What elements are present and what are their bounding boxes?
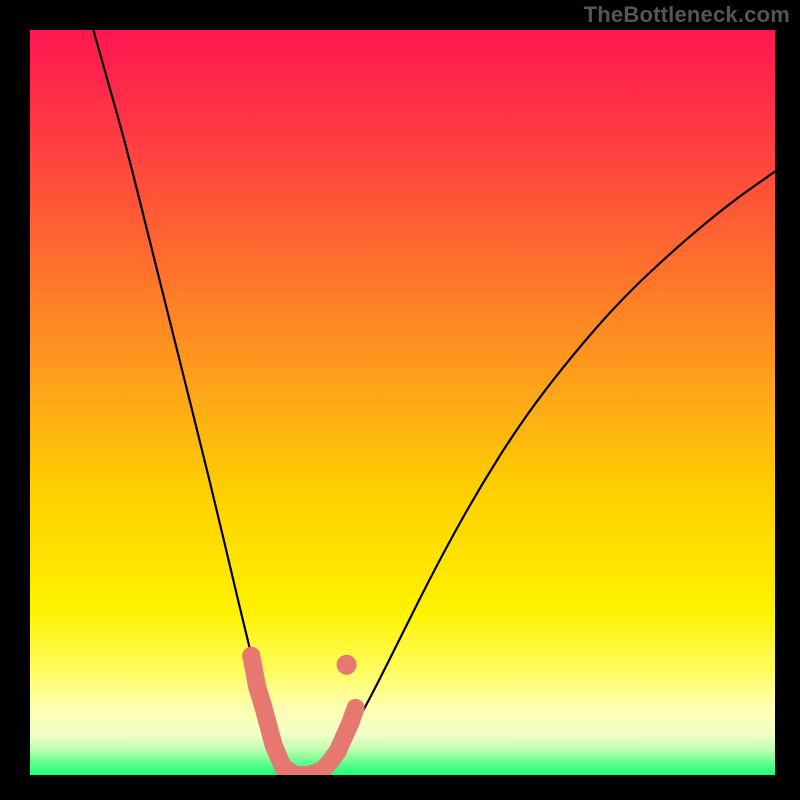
marker-dot	[254, 697, 272, 715]
watermark-text: TheBottleneck.com	[584, 2, 790, 28]
gradient-background	[30, 30, 775, 775]
plot-svg	[30, 30, 775, 775]
marker-dot	[347, 699, 365, 717]
marker-dot	[248, 678, 266, 696]
chart-container: TheBottleneck.com	[0, 0, 800, 800]
marker-dot	[242, 647, 260, 665]
marker-dot	[265, 736, 283, 754]
plot-area	[30, 30, 775, 775]
marker-dot	[337, 655, 357, 675]
